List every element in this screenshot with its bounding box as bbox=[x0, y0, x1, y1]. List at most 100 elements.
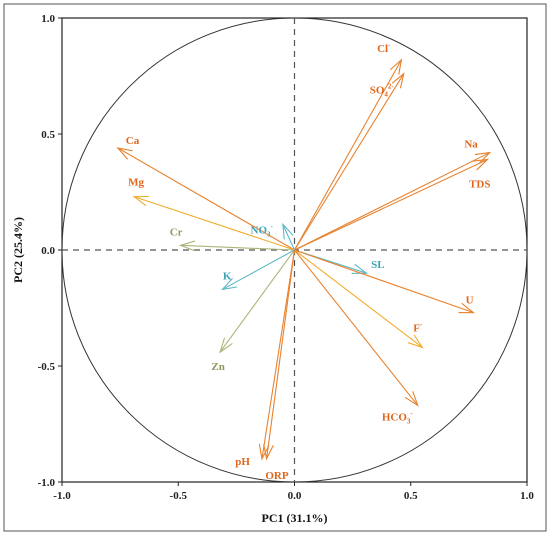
loading-vector-tds bbox=[294, 158, 490, 251]
vector-label-na: Na bbox=[464, 139, 478, 151]
loading-vector-no bbox=[282, 222, 296, 251]
vector-shaft-mg bbox=[133, 196, 295, 251]
vector-shaft-f bbox=[294, 249, 423, 348]
x-tick-label: -1.0 bbox=[53, 490, 71, 502]
vector-label-text: pH bbox=[235, 456, 250, 468]
vector-label-text: Na bbox=[464, 139, 478, 151]
vector-shaft-tds bbox=[294, 159, 488, 251]
vector-label-text: HCO bbox=[382, 411, 408, 423]
vector-label-u: U bbox=[466, 295, 474, 307]
vector-arrowhead-mg bbox=[132, 195, 150, 207]
vector-label-text: SO bbox=[370, 85, 385, 97]
vector-shaft-zn bbox=[219, 249, 295, 353]
vector-label-text: F bbox=[413, 322, 420, 334]
vector-label-text: ORP bbox=[265, 470, 289, 482]
vector-label-text: Ca bbox=[126, 135, 140, 147]
loading-vector-hco bbox=[294, 249, 419, 407]
loading-vector-f bbox=[294, 249, 424, 349]
loading-vector-cl bbox=[294, 58, 403, 251]
vector-label-superscript: - bbox=[420, 320, 423, 328]
vector-label-text: SL bbox=[371, 259, 384, 271]
vector-label-subscript: 3 bbox=[267, 230, 271, 238]
loading-vector-ph bbox=[258, 249, 296, 461]
vector-label-orp: ORP bbox=[265, 470, 289, 482]
y-axis-title: PC2 (25.4%) bbox=[11, 217, 25, 283]
loading-vector-mg bbox=[132, 195, 295, 251]
vector-arrowhead-hco bbox=[404, 391, 419, 407]
vector-label-subscript: 4 bbox=[384, 91, 388, 99]
vector-shaft-hco bbox=[294, 249, 419, 406]
vector-label-superscript: - bbox=[271, 222, 274, 230]
vector-label-superscript: - bbox=[388, 41, 391, 49]
x-tick-label: 0.0 bbox=[288, 490, 302, 502]
vector-label-hco: HCO3- bbox=[382, 409, 414, 425]
vector-arrowhead-k bbox=[220, 277, 238, 291]
vector-label-superscript: - bbox=[410, 409, 413, 417]
vector-label-text: Zn bbox=[211, 361, 224, 373]
loading-vector-u bbox=[294, 249, 476, 314]
vector-label-k: K bbox=[223, 270, 232, 282]
y-tick-label: -0.5 bbox=[38, 361, 56, 373]
vector-label-tds: TDS bbox=[469, 179, 490, 191]
loading-vector-cr bbox=[178, 240, 295, 252]
vector-arrowhead-zn bbox=[219, 337, 233, 354]
vector-arrowhead-orp bbox=[263, 443, 274, 461]
vector-label-cl: Cl- bbox=[377, 41, 391, 55]
vector-labels: Cl-SO42-NaTDSCaMgNO3-CrSLKUF-ZnHCO3-pHOR… bbox=[126, 41, 491, 482]
vector-arrowhead-cr bbox=[178, 240, 196, 252]
vector-shaft-no bbox=[282, 224, 296, 251]
loading-vectors bbox=[116, 58, 492, 461]
y-tick-label: -1.0 bbox=[38, 477, 56, 489]
x-tick-label: 0.5 bbox=[404, 490, 418, 502]
vector-shaft-ph bbox=[261, 249, 296, 459]
vector-arrowhead-cl bbox=[389, 58, 403, 75]
vector-label-text: NO bbox=[251, 224, 268, 236]
vector-label-text: Mg bbox=[128, 177, 144, 189]
vector-label-so: SO42- bbox=[370, 83, 395, 99]
y-tick-label: 0.0 bbox=[41, 245, 55, 257]
vector-arrowhead-so bbox=[391, 72, 405, 89]
vector-label-text: Cl bbox=[377, 43, 388, 55]
vector-arrowhead-f bbox=[407, 334, 424, 349]
y-tick-label: 0.5 bbox=[41, 129, 55, 141]
axis-ticks: -1.0 -0.5 0.0 0.5 1.0 -1.0 -0.5 0.0 0.5 1.0 bbox=[38, 13, 535, 502]
vector-label-text: TDS bbox=[469, 179, 490, 191]
loading-vector-k bbox=[220, 249, 295, 291]
loading-vector-ca bbox=[116, 147, 295, 251]
vector-label-f: F- bbox=[413, 320, 423, 334]
vector-shaft-orp bbox=[266, 249, 296, 459]
vector-label-ph: pH bbox=[235, 456, 250, 468]
vector-label-sl: SL bbox=[371, 259, 384, 271]
vector-shaft-ca bbox=[117, 147, 295, 251]
vector-label-zn: Zn bbox=[211, 361, 224, 373]
vector-arrowhead-no bbox=[282, 222, 294, 240]
vector-shaft-na bbox=[294, 152, 491, 251]
vector-label-ca: Ca bbox=[126, 135, 140, 147]
loading-vector-orp bbox=[263, 249, 296, 461]
vector-shaft-cr bbox=[180, 244, 295, 251]
vector-label-text: Cr bbox=[170, 226, 183, 238]
loading-vector-zn bbox=[219, 249, 295, 354]
vector-label-superscript: 2- bbox=[388, 83, 395, 91]
vector-shaft-k bbox=[222, 249, 295, 290]
x-axis-title: PC1 (31.1%) bbox=[262, 511, 328, 525]
vector-label-subscript: 3 bbox=[407, 417, 411, 425]
vector-arrowhead-ca bbox=[116, 147, 133, 160]
vector-label-cr: Cr bbox=[170, 226, 183, 238]
vector-shaft-cl bbox=[294, 59, 402, 251]
loading-vector-so bbox=[294, 72, 405, 251]
x-tick-label: -0.5 bbox=[170, 490, 188, 502]
vector-label-mg: Mg bbox=[128, 177, 144, 189]
x-tick-label: 1.0 bbox=[520, 490, 534, 502]
vector-shaft-u bbox=[294, 249, 474, 314]
y-tick-label: 1.0 bbox=[41, 13, 55, 25]
vector-label-no: NO3- bbox=[251, 222, 274, 238]
vector-arrowhead-ph bbox=[258, 443, 270, 461]
figure-border bbox=[3, 3, 547, 532]
vector-arrowhead-u bbox=[458, 302, 476, 314]
vector-arrowhead-tds bbox=[472, 158, 490, 171]
vector-arrowhead-sl bbox=[351, 263, 369, 275]
vector-label-text: U bbox=[466, 295, 474, 307]
